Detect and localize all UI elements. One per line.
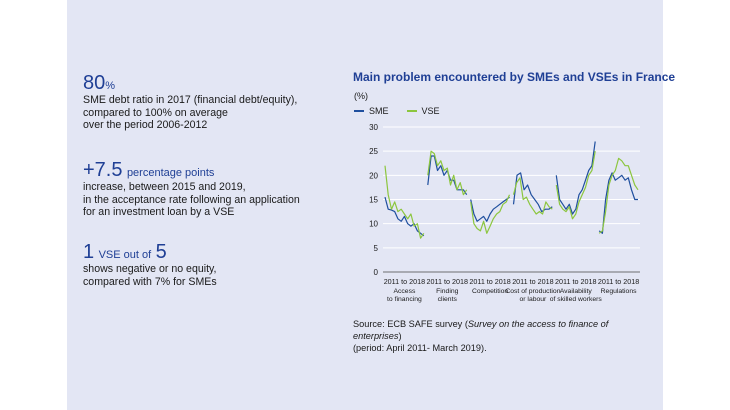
source-prefix: Source: ECB SAFE survey (: [353, 319, 468, 329]
stat-line: compared to 100% on average: [83, 106, 228, 119]
stat-value: 1: [83, 241, 95, 263]
chart-legend: SME VSE: [354, 106, 440, 116]
stat-unit: percentage points: [126, 167, 215, 179]
source-suffix: ): [398, 331, 402, 341]
stat-line: for an investment loan by a VSE: [83, 206, 235, 219]
legend-swatch-vse: [406, 110, 417, 112]
chart-title: Main problem encountered by SMEs and VSE…: [353, 70, 676, 84]
stat-negative-equity: 1 VSE out of 5 shows negative or no equi…: [83, 242, 333, 288]
legend-item-vse: VSE: [406, 106, 440, 116]
stat-debt-ratio: 80% SME debt ratio in 2017 (financial de…: [83, 73, 333, 132]
stat-line: SME debt ratio in 2017 (financial debt/e…: [83, 94, 298, 106]
stat-line: increase, between 2015 and 2019,: [83, 181, 246, 193]
stat-line: over the period 2006-2012: [83, 119, 208, 132]
stat-line: compared with 7% for SMEs: [83, 275, 217, 288]
source-italic: Survey on the access to finance of enter…: [353, 319, 609, 341]
legend-label-vse: VSE: [421, 106, 440, 116]
stat-acceptance-rate: +7.5 percentage points increase, between…: [83, 160, 333, 219]
stat-line: shows negative or no equity,: [83, 263, 217, 275]
legend-swatch-sme: [354, 110, 364, 112]
stat-value: 80: [83, 72, 106, 94]
stat-line: in the acceptance rate following an appl…: [83, 193, 300, 206]
legend-label-sme: SME: [369, 106, 389, 116]
stat-value: +7.5: [83, 159, 123, 181]
legend-item-sme: SME: [354, 106, 389, 116]
y-unit-label: (%): [354, 91, 368, 101]
source-note: Source: ECB SAFE survey (Survey on the a…: [353, 318, 653, 354]
stat-unit: %: [105, 80, 116, 92]
stat-value-2: 5: [155, 241, 167, 263]
source-period: (period: April 2011- March 2019).: [353, 343, 487, 353]
stat-unit: VSE out of: [98, 249, 152, 261]
